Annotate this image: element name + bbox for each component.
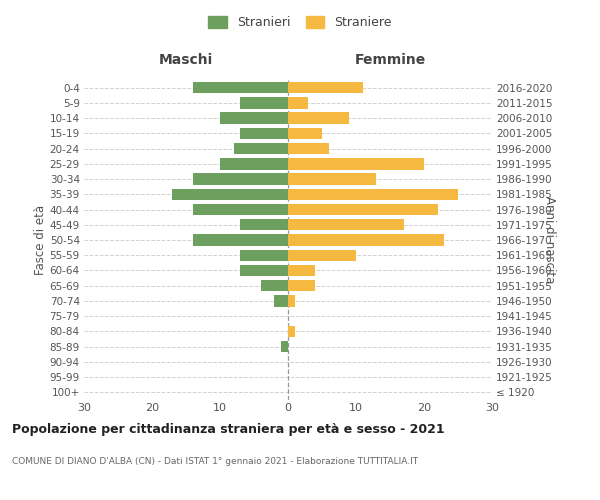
Bar [220,158,288,170]
Bar [288,174,376,185]
Text: Popolazione per cittadinanza straniera per età e sesso - 2021: Popolazione per cittadinanza straniera p… [12,422,445,436]
Bar [288,158,424,170]
Text: Maschi: Maschi [159,53,213,67]
Bar [241,250,288,261]
Bar [241,219,288,230]
Bar [288,326,295,337]
Bar [233,143,288,154]
Bar [281,341,288,352]
Y-axis label: Anni di nascita: Anni di nascita [542,196,556,284]
Bar [193,234,288,246]
Bar [288,188,458,200]
Bar [193,204,288,215]
Bar [261,280,288,291]
Bar [288,295,295,306]
Legend: Stranieri, Straniere: Stranieri, Straniere [203,11,397,34]
Bar [241,265,288,276]
Bar [193,174,288,185]
Bar [288,250,356,261]
Bar [241,97,288,108]
Y-axis label: Fasce di età: Fasce di età [34,205,47,275]
Bar [288,97,308,108]
Bar [288,204,437,215]
Text: COMUNE DI DIANO D'ALBA (CN) - Dati ISTAT 1° gennaio 2021 - Elaborazione TUTTITAL: COMUNE DI DIANO D'ALBA (CN) - Dati ISTAT… [12,458,418,466]
Bar [288,112,349,124]
Bar [274,295,288,306]
Bar [288,219,404,230]
Bar [288,128,322,139]
Bar [288,265,315,276]
Bar [288,143,329,154]
Bar [288,82,363,94]
Text: Femmine: Femmine [355,53,425,67]
Bar [172,188,288,200]
Bar [220,112,288,124]
Bar [288,234,445,246]
Bar [193,82,288,94]
Bar [241,128,288,139]
Bar [288,280,315,291]
